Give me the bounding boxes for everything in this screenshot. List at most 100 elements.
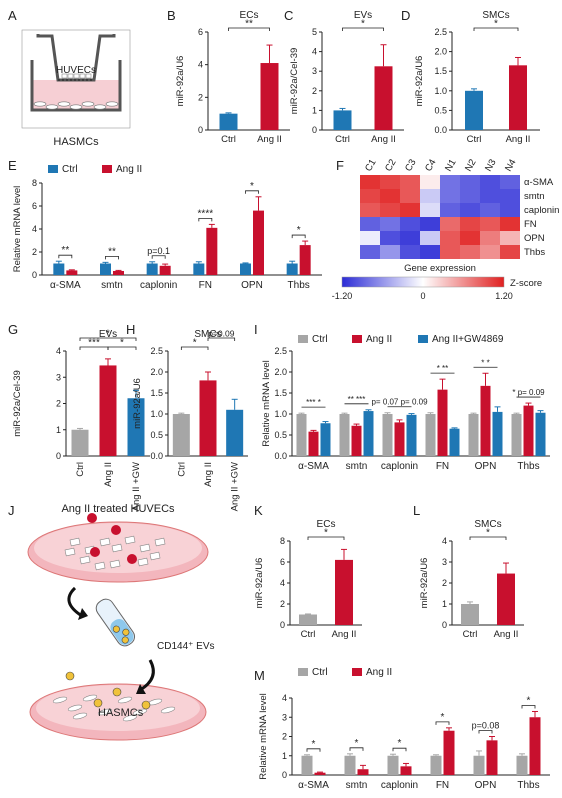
colorbar-tick-label: 0: [420, 291, 425, 301]
significance-label: *: [312, 739, 316, 750]
arrow-icon: [139, 659, 155, 692]
bar: [473, 755, 485, 775]
chart-title: EVs: [354, 10, 372, 21]
cell-shape: [105, 101, 119, 107]
bar: [301, 755, 313, 775]
heat-cell: [420, 203, 440, 217]
cell-shape: [45, 104, 59, 110]
dish-bottom-inner: [36, 685, 200, 731]
heat-cell: [480, 189, 500, 203]
bar: [113, 270, 124, 275]
ev-dot: [90, 547, 100, 557]
chart-c: 0 1 2 3 4 5 miR-92a/Cel-39 C Ctrl Ang II EVs*: [284, 8, 404, 145]
heat-cell: [380, 175, 400, 189]
chart-f: F C1 C2 C3 C4 N1 N2 N3 N4 α-SMA smtn caplonin FN OPN T…: [332, 157, 560, 301]
panel-letter: F: [336, 158, 344, 173]
y-tick-label: 4: [56, 346, 61, 356]
x-tick-label: α-SMA: [298, 461, 329, 472]
heat-cell: [380, 231, 400, 245]
arrow-head-icon: [136, 684, 146, 694]
heat-cell: [400, 217, 420, 231]
bar: [529, 717, 541, 775]
cell-shape: [117, 696, 133, 704]
column-label: C1: [363, 157, 379, 173]
y-tick-label: 4: [280, 578, 285, 588]
heat-cell: [460, 203, 480, 217]
cell-shape: [122, 714, 138, 722]
bar: [100, 263, 111, 275]
panel-letter: H: [126, 322, 135, 337]
x-tick-label: Ang II +GW: [131, 462, 142, 511]
chart-title: ECs: [317, 519, 336, 530]
x-tick-label: Ang II: [203, 462, 214, 487]
legend-swatch: [298, 335, 308, 343]
y-tick-label: 0.5: [150, 430, 163, 440]
significance-bracket: [392, 747, 407, 752]
chart-title: SMCs: [474, 519, 501, 530]
significance-label: ****: [198, 208, 214, 219]
y-tick-label: 3: [312, 66, 317, 76]
x-tick-label: Thbs: [517, 780, 539, 791]
heat-cell: [440, 245, 460, 259]
significance-bracket: [207, 337, 236, 341]
y-tick-label: 2.5: [434, 27, 447, 37]
y-axis-label: Relative mRNA level: [261, 360, 272, 447]
y-tick-label: 4: [32, 224, 37, 234]
bar: [406, 414, 417, 456]
bar: [516, 755, 528, 775]
bar: [443, 730, 455, 775]
legend-label: Ang II: [366, 334, 392, 345]
row-label: FN: [524, 219, 537, 230]
cell-shape: [137, 557, 149, 567]
ev-dot: [112, 687, 122, 697]
x-tick-label: Ang II: [103, 462, 114, 487]
cell-shape: [52, 696, 68, 704]
row-label: smtn: [524, 191, 545, 202]
heat-cell: [420, 217, 440, 231]
heat-cell: [460, 189, 480, 203]
significance-label: *: [355, 738, 359, 749]
bar: [146, 263, 158, 275]
medium-fill: [32, 80, 120, 110]
y-tick-label: 2.0: [274, 367, 287, 377]
significance-label: *: [527, 695, 531, 706]
y-axis-label: miR-92a/Cel-39: [289, 48, 300, 115]
cell-shape: [57, 101, 71, 107]
bar: [394, 422, 405, 456]
y-tick-label: 1.0: [150, 409, 163, 419]
arrow-icon: [67, 586, 83, 618]
heat-cell: [480, 203, 500, 217]
y-tick-label: 6: [32, 201, 37, 211]
y-tick-label: 1: [56, 425, 61, 435]
colorbar-tick-label: 1.20: [495, 291, 513, 301]
x-tick-label: caplonin: [381, 461, 418, 472]
cell-shape: [69, 537, 81, 547]
heat-cell: [460, 217, 480, 231]
ev-dot: [65, 671, 75, 681]
colorbar-tick-label: -1.20: [332, 291, 353, 301]
panel-letter: A: [8, 8, 17, 23]
cell-shape: [79, 73, 86, 79]
cell-shape: [85, 73, 92, 79]
column-label: N3: [483, 157, 499, 173]
x-tick-label: α-SMA: [50, 280, 81, 291]
heat-cell: [440, 217, 460, 231]
y-tick-label: 8: [280, 536, 285, 546]
significance-bracket: [291, 234, 306, 239]
x-tick-label: Ctrl: [335, 134, 350, 145]
bar: [492, 411, 503, 456]
y-tick-label: 2: [312, 86, 317, 96]
significance-label: *: [361, 19, 365, 30]
hasmc-label: HASMCs: [98, 707, 144, 719]
y-tick-label: 0.0: [274, 451, 287, 461]
bar: [286, 263, 298, 275]
cell-shape: [73, 73, 80, 79]
panel-letter: I: [254, 322, 258, 337]
y-tick-label: 3: [56, 372, 61, 382]
y-tick-label: 0: [282, 770, 287, 780]
ev-label: CD144⁺ EVs: [157, 641, 215, 652]
y-tick-label: 0.0: [150, 451, 163, 461]
chart-title: EVs: [99, 329, 117, 340]
heat-cell: [500, 245, 520, 259]
